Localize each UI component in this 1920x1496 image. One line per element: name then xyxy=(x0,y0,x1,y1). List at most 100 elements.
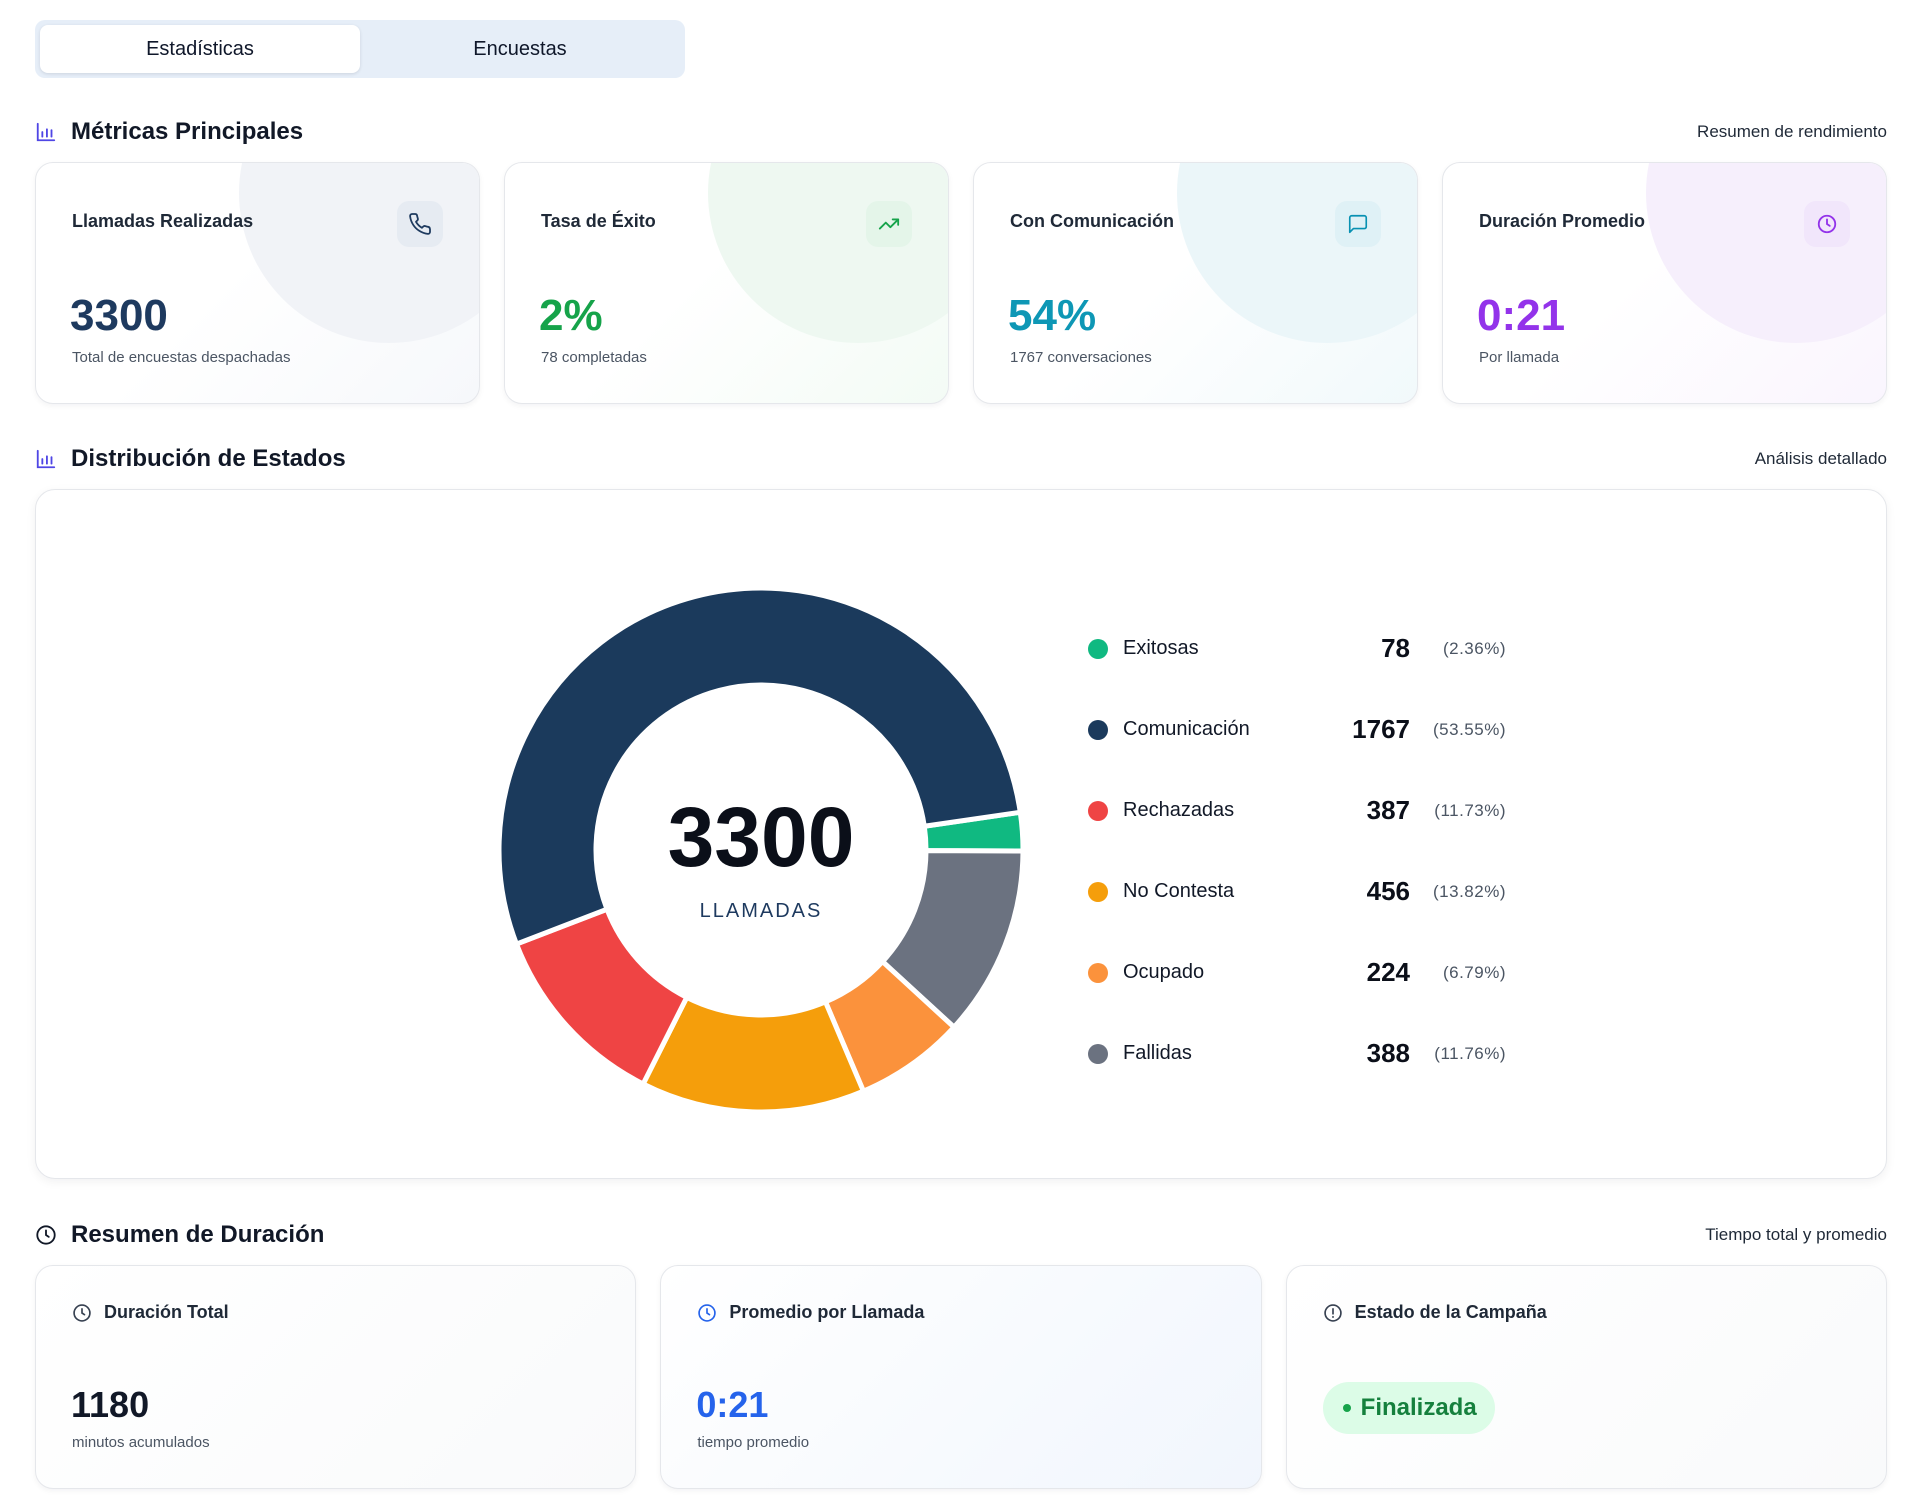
legend-item-ocupado: Ocupado 224 (6.79%) xyxy=(1086,932,1506,1013)
metric-card-tasa-exito: Tasa de Éxito 2% 78 completadas xyxy=(504,162,949,404)
bar-chart-icon xyxy=(36,122,56,142)
clock-icon xyxy=(1804,201,1850,247)
status-dot xyxy=(1342,1404,1351,1412)
legend-swatch xyxy=(1088,1043,1108,1064)
metric-value: 2% xyxy=(539,291,603,340)
chart-legend: Exitosas 78 (2.36%) Comunicación 1767 (5… xyxy=(1086,608,1506,1094)
distribution-section-title: Distribución de Estados xyxy=(35,445,346,473)
legend-item-no-contesta: No Contesta 456 (13.82%) xyxy=(1086,851,1506,932)
phone-icon xyxy=(397,201,443,247)
duration-section-header: Resumen de Duración Tiempo total y prome… xyxy=(35,1218,1887,1252)
status-badge: Finalizada xyxy=(1322,1382,1495,1434)
duration-section-subtitle: Tiempo total y promedio xyxy=(1705,1225,1887,1244)
metric-label: Tasa de Éxito xyxy=(541,211,656,231)
duration-card-estado: Estado de la Campaña Finalizada xyxy=(1285,1265,1887,1489)
legend-percent: (11.73%) xyxy=(1434,800,1506,820)
legend-swatch xyxy=(1088,962,1108,983)
metric-card-duracion: Duración Promedio 0:21 Por llamada xyxy=(1442,162,1887,404)
legend-item-comunicacion: Comunicación 1767 (53.55%) xyxy=(1086,689,1506,770)
legend-value: 1767 xyxy=(1352,714,1410,744)
metric-desc: 78 completadas xyxy=(541,349,647,366)
legend-label: Ocupado xyxy=(1123,961,1205,983)
distribution-section-header: Distribución de Estados Análisis detalla… xyxy=(35,442,1887,476)
legend-item-exitosas: Exitosas 78 (2.36%) xyxy=(1086,608,1506,689)
donut-slices xyxy=(496,585,1026,1115)
legend-swatch xyxy=(1088,638,1108,659)
clock-icon xyxy=(73,1303,91,1322)
legend-value: 456 xyxy=(1366,876,1410,906)
bar-chart-icon xyxy=(36,449,56,469)
legend-value: 224 xyxy=(1366,957,1410,987)
legend-item-rechazadas: Rechazadas 387 (11.73%) xyxy=(1086,770,1506,851)
duration-value: 1180 xyxy=(71,1384,150,1425)
duration-title-text: Resumen de Duración xyxy=(71,1221,325,1248)
legend-label: Rechazadas xyxy=(1123,799,1235,821)
duration-desc: minutos acumulados xyxy=(72,1434,210,1451)
donut-chart: 3300 LLAMADAS xyxy=(496,585,1026,1115)
legend-percent: (53.55%) xyxy=(1433,719,1506,739)
legend-swatch xyxy=(1088,881,1108,902)
donut-total: 3300 xyxy=(668,790,855,884)
metric-label: Con Comunicación xyxy=(1010,211,1175,231)
duration-label: Duración Total xyxy=(72,1302,229,1323)
legend-label: Exitosas xyxy=(1123,637,1199,659)
legend-label: Comunicación xyxy=(1123,718,1250,740)
legend-value: 78 xyxy=(1381,633,1410,663)
duration-label: Promedio por Llamada xyxy=(697,1302,924,1323)
metric-value: 3300 xyxy=(70,291,168,340)
metrics-cards: Llamadas Realizadas 3300 Total de encues… xyxy=(35,162,1887,404)
message-icon xyxy=(1335,201,1381,247)
distribution-section-subtitle: Análisis detallado xyxy=(1754,449,1887,468)
duration-card-promedio: Promedio por Llamada 0:21 tiempo promedi… xyxy=(660,1265,1262,1489)
legend-value: 388 xyxy=(1366,1038,1410,1068)
distribution-title-text: Distribución de Estados xyxy=(71,445,346,472)
duration-label-text: Duración Total xyxy=(104,1302,229,1322)
metrics-section-title: Métricas Principales xyxy=(35,118,303,146)
legend-percent: (6.79%) xyxy=(1442,962,1506,982)
trending-up-icon xyxy=(866,201,912,247)
metric-value: 54% xyxy=(1008,291,1097,340)
tab-bar: Estadísticas Encuestas xyxy=(35,20,685,78)
legend-label: Fallidas xyxy=(1123,1042,1192,1064)
metric-card-comunicacion: Con Comunicación 54% 1767 conversaciones xyxy=(973,162,1418,404)
alert-circle-icon xyxy=(1323,1303,1342,1322)
metrics-section-header: Métricas Principales Resumen de rendimie… xyxy=(35,115,1887,149)
donut-label: LLAMADAS xyxy=(700,900,823,922)
legend-swatch xyxy=(1088,719,1108,740)
clock-icon xyxy=(36,1225,56,1245)
metric-desc: Por llamada xyxy=(1479,349,1560,366)
metrics-section-subtitle: Resumen de rendimiento xyxy=(1697,122,1887,141)
metric-desc: 1767 conversaciones xyxy=(1010,349,1152,366)
metric-label: Llamadas Realizadas xyxy=(72,211,254,231)
metric-desc: Total de encuestas despachadas xyxy=(72,349,291,366)
metric-value: 0:21 xyxy=(1477,291,1566,340)
legend-item-fallidas: Fallidas 388 (11.76%) xyxy=(1086,1013,1506,1094)
duration-card-total: Duración Total 1180 minutos acumulados xyxy=(35,1265,637,1489)
duration-label: Estado de la Campaña xyxy=(1323,1302,1547,1323)
legend-percent: (11.76%) xyxy=(1434,1043,1506,1063)
status-badge-text: Finalizada xyxy=(1360,1394,1477,1421)
tab-encuestas[interactable]: Encuestas xyxy=(473,37,567,60)
legend-percent: (2.36%) xyxy=(1442,638,1506,658)
duration-desc: tiempo promedio xyxy=(697,1434,810,1451)
legend-percent: (13.82%) xyxy=(1433,881,1506,901)
legend-label: No Contesta xyxy=(1123,880,1235,902)
card-decoration xyxy=(1646,163,1886,343)
duration-label-text: Promedio por Llamada xyxy=(729,1302,925,1322)
metrics-title-text: Métricas Principales xyxy=(71,118,304,145)
tab-estadisticas[interactable]: Estadísticas xyxy=(40,25,360,73)
legend-value: 387 xyxy=(1366,795,1410,825)
distribution-panel: 3300 LLAMADAS Exitosas 78 (2.36%) Comuni… xyxy=(35,489,1887,1179)
card-decoration xyxy=(239,163,479,343)
duration-label-text: Estado de la Campaña xyxy=(1354,1302,1547,1322)
duration-value: 0:21 xyxy=(696,1384,769,1425)
duration-section-title: Resumen de Duración xyxy=(35,1221,324,1249)
slice-comunicacion[interactable] xyxy=(496,585,1024,948)
card-decoration xyxy=(708,163,948,343)
metric-label: Duración Promedio xyxy=(1479,211,1646,231)
metric-card-llamadas: Llamadas Realizadas 3300 Total de encues… xyxy=(35,162,480,404)
clock-icon xyxy=(698,1303,717,1322)
card-decoration xyxy=(1177,163,1417,343)
duration-cards: Duración Total 1180 minutos acumulados P… xyxy=(35,1265,1887,1489)
legend-swatch xyxy=(1088,800,1108,821)
